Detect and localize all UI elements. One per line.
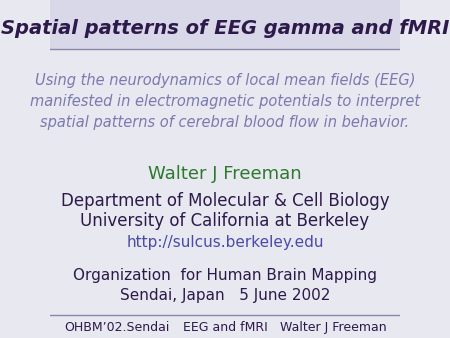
- Text: Sendai, Japan   5 June 2002: Sendai, Japan 5 June 2002: [120, 288, 330, 303]
- Text: Spatial patterns of EEG gamma and fMRI: Spatial patterns of EEG gamma and fMRI: [1, 19, 449, 38]
- Text: Organization  for Human Brain Mapping: Organization for Human Brain Mapping: [73, 268, 377, 283]
- Text: University of California at Berkeley: University of California at Berkeley: [81, 212, 369, 231]
- Text: http://sulcus.berkeley.edu: http://sulcus.berkeley.edu: [126, 235, 324, 250]
- Text: Walter J Freeman: Walter J Freeman: [279, 321, 386, 334]
- Text: OHBM’02.Sendai: OHBM’02.Sendai: [64, 321, 169, 334]
- Text: Using the neurodynamics of local mean fields (EEG)
manifested in electromagnetic: Using the neurodynamics of local mean fi…: [30, 73, 420, 130]
- Text: Walter J Freeman: Walter J Freeman: [148, 165, 302, 183]
- Text: Department of Molecular & Cell Biology: Department of Molecular & Cell Biology: [61, 192, 389, 210]
- FancyBboxPatch shape: [50, 0, 400, 49]
- Text: EEG and fMRI: EEG and fMRI: [183, 321, 267, 334]
